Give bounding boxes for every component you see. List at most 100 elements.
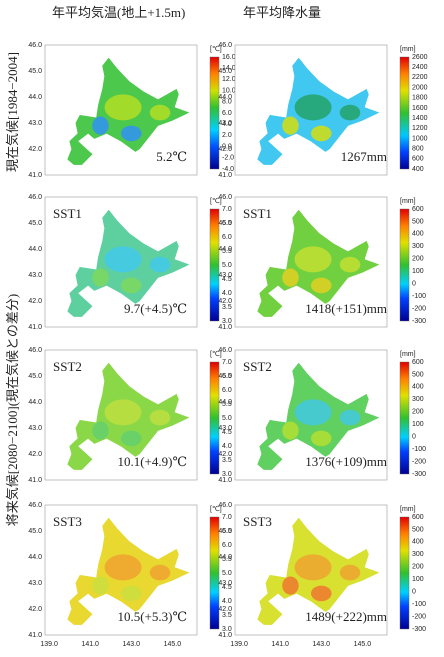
colorbar (209, 208, 220, 322)
field-patch (282, 576, 299, 595)
x-tick-label: 145.0 (354, 641, 372, 648)
y-tick-label: 42.0 (28, 451, 42, 458)
y-tick-label: 41.0 (28, 477, 42, 484)
y-tick-label: 43.0 (218, 580, 232, 587)
colorbar-unit: [mm] (400, 506, 416, 513)
colorbar-tick-label: 1400 (412, 115, 428, 122)
colorbar-tick-label: 100 (412, 268, 424, 275)
y-tick-label: 44.0 (28, 554, 42, 561)
colorbar-tick-label: 5.5 (222, 248, 232, 255)
colorbar (399, 361, 410, 475)
colorbar-tick-label: 4.5 (222, 584, 232, 591)
x-tick-label: 141.0 (81, 641, 99, 648)
colorbar-tick-label: 4.0 (222, 598, 232, 605)
y-tick-label: 46.0 (218, 194, 232, 201)
y-tick-label: 45.0 (28, 68, 42, 75)
panel-label: SST2 (53, 359, 82, 374)
panel-annotation: 10.1(+4.9)℃ (117, 454, 187, 469)
y-tick-label: 44.0 (28, 399, 42, 406)
colorbar-tick-label: 7.0 (222, 206, 232, 213)
colorbar (399, 516, 410, 630)
field-patch (282, 421, 299, 440)
colorbar (399, 56, 410, 170)
colorbar-tick-label: -100 (412, 601, 426, 608)
colorbar-tick-label: 4.0 (222, 121, 232, 128)
colorbar-tick-label: 5.0 (222, 570, 232, 577)
colorbar-tick-label: 2600 (412, 54, 428, 61)
colorbar-tick-label: 1600 (412, 105, 428, 112)
colorbar-tick-label: 14.0 (222, 65, 236, 72)
panel-annotation: 1418(+151)mm (305, 301, 387, 316)
y-tick-label: 42.0 (218, 146, 232, 153)
y-tick-label: 46.0 (218, 502, 232, 509)
colorbar-tick-label: -100 (412, 293, 426, 300)
colorbar-tick-label: 400 (412, 539, 424, 546)
field-patch (294, 399, 332, 426)
field-patch (339, 409, 361, 426)
y-tick-label: 42.0 (28, 606, 42, 613)
colorbar-tick-label: 3.0 (222, 318, 232, 325)
colorbar-tick-label: 4.5 (222, 276, 232, 283)
y-tick-label: 42.0 (218, 298, 232, 305)
colorbar-tick-label: 400 (412, 384, 424, 391)
y-tick-label: 44.0 (218, 246, 232, 253)
colorbar-tick-label: -2.0 (222, 155, 234, 162)
field-patch (294, 246, 332, 273)
field-patch (339, 104, 361, 121)
y-tick-label: 42.0 (28, 298, 42, 305)
field-patch (92, 576, 109, 595)
colorbar-tick-label: 6.0 (222, 542, 232, 549)
colorbar-tick-label: 1800 (412, 95, 428, 102)
y-tick-label: 44.0 (218, 554, 232, 561)
y-tick-label: 45.0 (218, 220, 232, 227)
colorbar-tick-label: 200 (412, 564, 424, 571)
colorbar-tick-label: 0 (412, 434, 416, 441)
colorbar (209, 56, 220, 170)
x-tick-label: 143.0 (313, 641, 331, 648)
colorbar-tick-label: 2000 (412, 84, 428, 91)
field-patch (120, 585, 142, 602)
panel-annotation: 1489(+222)mm (305, 609, 387, 624)
colorbar-tick-label: 200 (412, 256, 424, 263)
y-tick-label: 41.0 (28, 632, 42, 639)
y-tick-label: 43.0 (28, 120, 42, 127)
colorbar-tick-label: -300 (412, 471, 426, 478)
y-tick-label: 42.0 (218, 451, 232, 458)
y-tick-label: 41.0 (218, 477, 232, 484)
colorbar-tick-label: -4.0 (222, 166, 234, 173)
y-tick-label: 41.0 (28, 172, 42, 179)
x-tick-label: 139.0 (230, 641, 248, 648)
map-panel: 46.0 45.0 44.0 43.0 42.0 41.0 SST1 1418(+151)mm… (218, 194, 426, 331)
map-panel: 46.0 45.0 44.0 43.0 42.0 41.0 SST2 1376(+109)mm… (218, 347, 426, 484)
colorbar-unit: [mm] (400, 46, 416, 53)
colorbar-tick-label: 0.0 (222, 143, 232, 150)
field-patch (339, 256, 361, 273)
colorbar-tick-label: 3.5 (222, 612, 232, 619)
panel-annotation: 1376(+109)mm (305, 454, 387, 469)
field-patch (282, 116, 299, 135)
field-patch (311, 125, 332, 142)
colorbar-tick-label: 200 (412, 409, 424, 416)
colorbar-tick-label: 3.0 (222, 471, 232, 478)
colorbar-tick-label: 800 (412, 145, 424, 152)
colorbar-tick-label: 5.0 (222, 415, 232, 422)
colorbar-unit: [℃] (210, 46, 222, 53)
colorbar-tick-label: 100 (412, 421, 424, 428)
colorbar-tick-label: 10.0 (222, 87, 236, 94)
field-patch (120, 277, 142, 294)
colorbar (399, 208, 410, 322)
map-panel: 46.0 45.0 44.0 43.0 42.0 41.0 5.2℃ [℃]16.0 14.0 1… (28, 42, 235, 179)
colorbar-tick-label: 2200 (412, 74, 428, 81)
y-tick-label: 45.0 (28, 373, 42, 380)
colorbar-tick-label: 5.0 (222, 262, 232, 269)
colorbar-tick-label: 0 (412, 281, 416, 288)
y-tick-label: 43.0 (218, 272, 232, 279)
y-tick-label: 45.0 (218, 373, 232, 380)
y-tick-label: 44.0 (28, 246, 42, 253)
field-patch (104, 246, 142, 273)
colorbar-unit: [℃] (210, 198, 222, 205)
map-panel: 46.0 45.0 44.0 43.0 42.0 41.0 1267mm [mm]2600 24… (218, 42, 427, 179)
map-panel: 46.0 45.0 44.0 43.0 42.0 41.0 SST2 10.1(+4.9)℃ [… (28, 347, 231, 484)
y-tick-label: 44.0 (218, 399, 232, 406)
